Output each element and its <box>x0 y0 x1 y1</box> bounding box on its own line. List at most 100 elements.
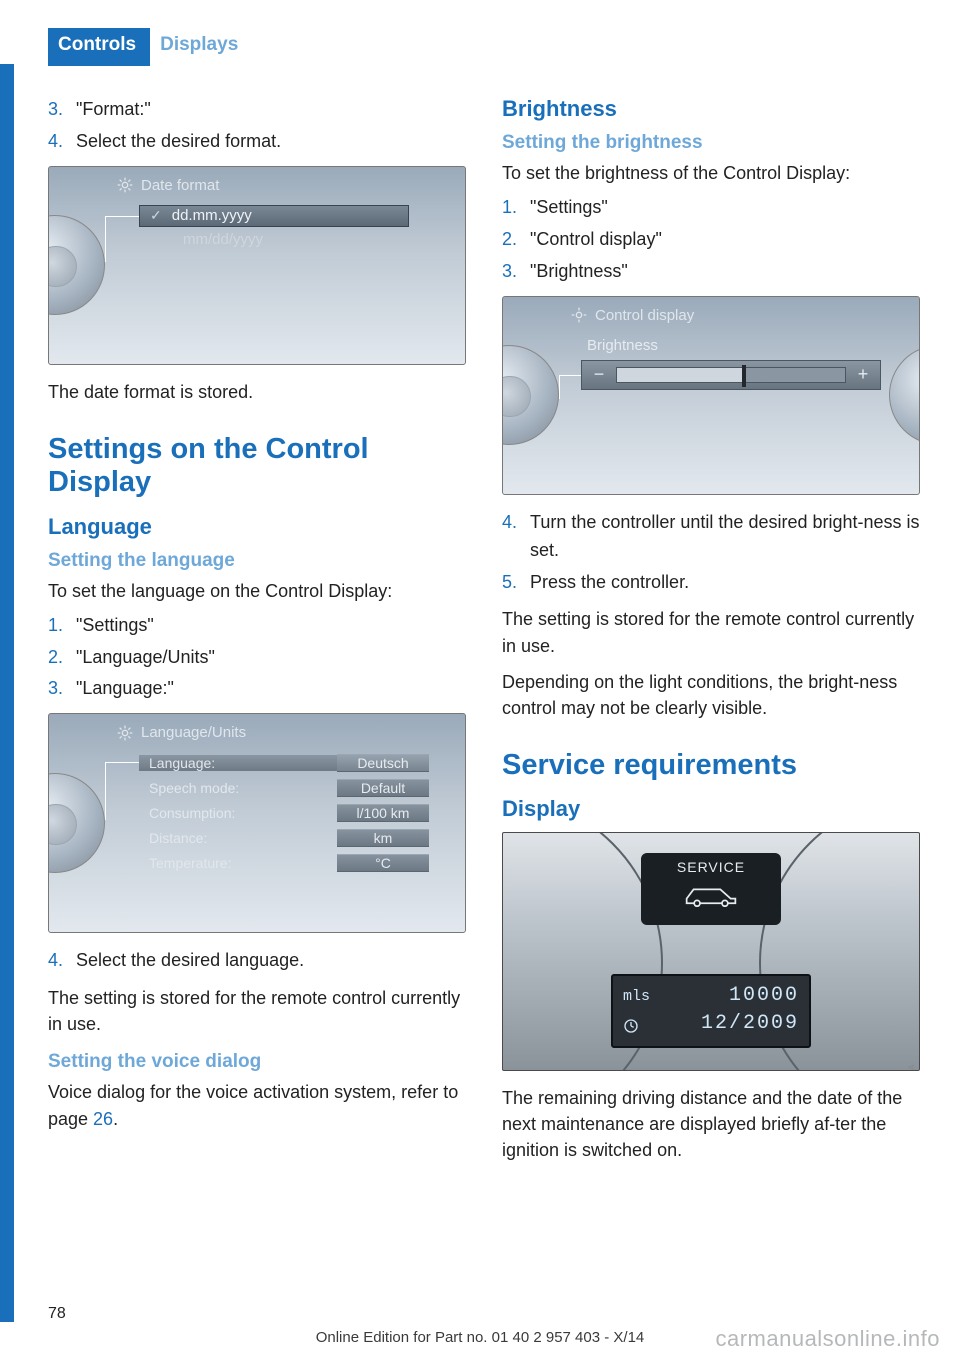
body-text: The setting is stored for the remote con… <box>502 606 920 658</box>
slider-track <box>616 367 846 383</box>
step-text: "Brightness" <box>530 258 628 286</box>
language-steps-2: 4.Select the desired language. <box>48 947 466 975</box>
row-value: l/100 km <box>337 804 429 822</box>
pointer-line <box>105 762 106 820</box>
step-text: Select the desired language. <box>76 947 304 975</box>
table-row: Consumption:l/100 km <box>139 800 429 825</box>
step-num: 1. <box>502 194 530 222</box>
brightness-slider: − + <box>581 360 881 390</box>
gear-icon <box>117 177 133 193</box>
step-text: Turn the controller until the desired br… <box>530 509 920 565</box>
list-item: 3."Format:" <box>48 96 466 124</box>
step-text: Select the desired format. <box>76 128 281 156</box>
service-display-screenshot: SERVICE mls 10000 <box>502 832 920 1071</box>
table-row: Speech mode:Default <box>139 775 429 800</box>
lcd-row: mls 10000 <box>623 982 799 1010</box>
text-span: . <box>113 1109 118 1129</box>
car-icon <box>682 881 740 907</box>
check-icon: ✓ <box>150 207 162 224</box>
sub-title-language: Language <box>48 514 466 540</box>
date-format-screenshot: Date format ✓ dd.mm.yyyy mm/dd/yyyy <box>48 166 466 365</box>
body-text: Depending on the light conditions, the b… <box>502 669 920 721</box>
step-num: 3. <box>502 258 530 286</box>
step-text: "Settings" <box>76 612 154 640</box>
edition-text: Online Edition for Part no. 01 40 2 957 … <box>48 1329 912 1346</box>
pointer-line <box>105 762 139 763</box>
subsub-setting-brightness: Setting the brightness <box>502 132 920 154</box>
list-item: 3."Brightness" <box>502 258 920 286</box>
image-code: MW09112CMA <box>908 1064 917 1071</box>
service-badge: SERVICE <box>641 853 781 925</box>
step-num: 3. <box>48 96 76 124</box>
step-num: 4. <box>502 509 530 565</box>
body-text: Voice dialog for the voice activation sy… <box>48 1079 466 1131</box>
step-text: "Language/Units" <box>76 644 215 672</box>
row-value: Default <box>337 779 429 797</box>
row-label: Language: <box>139 755 337 771</box>
option-text: dd.mm.yyyy <box>172 207 252 224</box>
screenshot-title-text: Control display <box>595 307 694 324</box>
step-num: 2. <box>48 644 76 672</box>
subsub-voice-dialog: Setting the voice dialog <box>48 1051 466 1073</box>
list-item: 3."Language:" <box>48 675 466 703</box>
step-text: "Format:" <box>76 96 151 124</box>
controller-knob-icon <box>502 345 559 445</box>
lcd-row: 12/2009 <box>623 1010 799 1038</box>
section-title-service: Service requirements <box>502 749 920 782</box>
body-text: To set the language on the Control Displ… <box>48 578 466 604</box>
format-steps: 3."Format:" 4.Select the desired format. <box>48 96 466 156</box>
screenshot-title: Language/Units <box>117 724 246 741</box>
left-column: 3."Format:" 4.Select the desired format.… <box>48 96 466 1171</box>
step-num: 2. <box>502 226 530 254</box>
service-lcd: mls 10000 12/2009 <box>611 974 811 1048</box>
unit-label: mls <box>623 986 650 1007</box>
brightness-steps-2: 4.Turn the controller until the desired … <box>502 509 920 597</box>
subsub-setting-language: Setting the language <box>48 550 466 572</box>
row-value: Deutsch <box>337 754 429 772</box>
list-item: 4.Turn the controller until the desired … <box>502 509 920 565</box>
tab-controls: Controls <box>48 28 150 66</box>
list-item: 5.Press the controller. <box>502 569 920 597</box>
header-tabs: Controls Displays <box>48 28 920 66</box>
option-text: mm/dd/yyyy <box>183 231 263 248</box>
row-label: Distance: <box>139 830 337 846</box>
date-value: 12/2009 <box>701 1010 799 1038</box>
clock-icon <box>623 1016 639 1032</box>
table-row: Temperature:°C <box>139 850 429 875</box>
list-item: 4.Select the desired format. <box>48 128 466 156</box>
screenshot-title: Date format <box>117 177 219 194</box>
pointer-line <box>559 375 560 399</box>
list-item: 2."Control display" <box>502 226 920 254</box>
step-num: 3. <box>48 675 76 703</box>
pointer-line <box>105 216 139 217</box>
row-label: Consumption: <box>139 805 337 821</box>
page-number: 78 <box>48 1305 912 1323</box>
row-label: Temperature: <box>139 855 337 871</box>
step-num: 1. <box>48 612 76 640</box>
option: mm/dd/yyyy <box>149 229 273 251</box>
list-item: 1."Settings" <box>48 612 466 640</box>
step-text: "Language:" <box>76 675 174 703</box>
screenshot-title-text: Date format <box>141 177 219 194</box>
service-badge-text: SERVICE <box>641 859 781 875</box>
tab-displays: Displays <box>150 28 252 66</box>
screenshot-title-text: Language/Units <box>141 724 246 741</box>
miles-value: 10000 <box>729 982 799 1010</box>
language-steps: 1."Settings" 2."Language/Units" 3."Langu… <box>48 612 466 704</box>
row-value: °C <box>337 854 429 872</box>
pointer-line <box>105 216 106 262</box>
plus-icon: + <box>856 364 870 385</box>
body-text: The setting is stored for the remote con… <box>48 985 466 1037</box>
screenshot-title: Control display <box>571 307 694 324</box>
step-num: 5. <box>502 569 530 597</box>
body-text: The remaining driving distance and the d… <box>502 1085 920 1163</box>
step-text: "Settings" <box>530 194 608 222</box>
section-title: Settings on the Control Display <box>48 433 466 500</box>
controller-knob-icon <box>48 215 105 315</box>
body-text: To set the brightness of the Control Dis… <box>502 160 920 186</box>
option-selected: ✓ dd.mm.yyyy <box>139 205 409 227</box>
language-units-table: Language:Deutsch Speech mode:Default Con… <box>139 750 429 875</box>
step-num: 4. <box>48 128 76 156</box>
page: Controls Displays 3."Format:" 4.Select t… <box>0 0 960 1362</box>
page-ref-link[interactable]: 26 <box>93 1109 113 1129</box>
